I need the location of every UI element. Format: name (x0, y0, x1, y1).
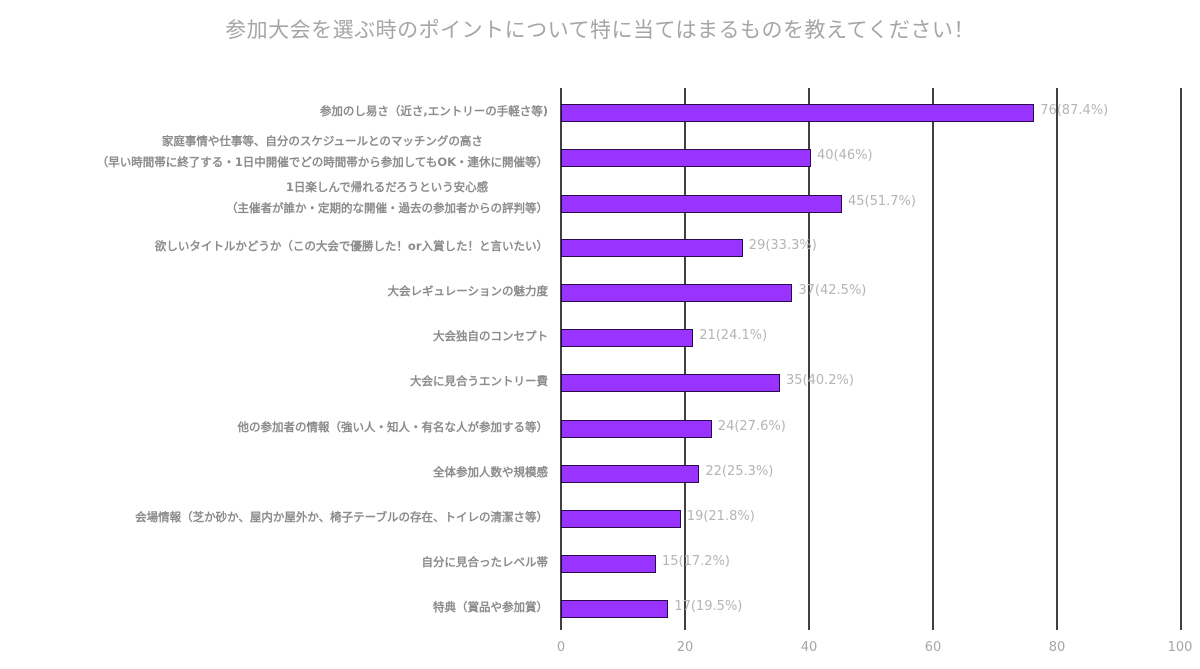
data-label: 40(46%) (817, 148, 873, 163)
category-label: 自分に見合ったレベル帯 (422, 552, 549, 573)
category-label-line1: 欲しいタイトルかどうか（この大会で優勝した！or入賞した！と言いたい） (154, 239, 548, 253)
category-label: 参加のし易さ（近さ,エントリーの手軽さ等) (320, 101, 548, 122)
data-label: 29(33.3%) (748, 238, 817, 253)
category-label-line1: 家庭事情や仕事等、自分のスケジュールとのマッチングの高さ (161, 134, 483, 148)
data-label: 35(40.2%) (786, 373, 854, 388)
gridline-40 (808, 88, 810, 630)
category-label: 家庭事情や仕事等、自分のスケジュールとのマッチングの高さ （早い時間帯に終了する・… (97, 131, 548, 173)
table-row: 1日楽しんで帰れるだろうという安心感 （主催者が誰か・定期的な開催・過去の参加者か… (0, 180, 1200, 224)
bar (561, 465, 700, 483)
table-row: 全体参加人数や規模感 22(25.3%) (0, 450, 1200, 494)
bar (561, 420, 712, 438)
gridline-100 (1180, 88, 1182, 630)
category-label: 欲しいタイトルかどうか（この大会で優勝した！or入賞した！と言いたい） (155, 236, 548, 257)
data-label: 45(51.7%) (848, 194, 916, 209)
x-tick: 40 (800, 640, 818, 655)
category-label-line1: 特典（賞品や参加賞） (433, 600, 548, 614)
category-label: 特典（賞品や参加賞） (433, 597, 548, 618)
bar (561, 149, 811, 167)
x-tick: 20 (676, 640, 694, 655)
bar (561, 284, 793, 302)
gridline-20 (684, 88, 686, 630)
category-label-line1: 1日楽しんで帰れるだろうという安心感 (285, 180, 489, 194)
table-row: 大会レギュレーションの魅力度 37(42.5%) (0, 269, 1200, 313)
x-tick: 60 (924, 640, 942, 655)
x-tick: 80 (1048, 640, 1066, 655)
category-label: 大会レギュレーションの魅力度 (387, 281, 548, 302)
category-label-line2: （主催者が誰か・定期的な開催・過去の参加者からの評判等） (226, 201, 548, 215)
data-label: 17(19.5%) (674, 599, 743, 614)
plot-area (560, 88, 1182, 630)
category-label: 他の参加者の情報（強い人・知人・有名な人が参加する等） (238, 417, 549, 438)
category-label-line1: 大会レギュレーションの魅力度 (387, 284, 548, 298)
category-label: 会場情報（芝か砂か、屋内か屋外か、椅子テーブルの存在、トイレの清潔さ等） (135, 507, 548, 528)
chart-title: 参加大会を選ぶ時のポイントについて特に当てはまるものを教えてください！ (225, 18, 975, 42)
bar (561, 555, 656, 573)
category-label: 大会に見合うエントリー費 (410, 371, 548, 392)
data-label: 19(21.8%) (686, 509, 755, 524)
data-label: 76(87.4%) (1040, 103, 1109, 118)
category-label-line1: 全体参加人数や規模感 (433, 465, 548, 479)
gridline-80 (1056, 88, 1058, 630)
category-label-line1: 大会独自のコンセプト (433, 329, 548, 343)
bar (561, 510, 681, 528)
data-label: 15(17.2%) (662, 554, 730, 569)
category-label-line1: 会場情報（芝か砂か、屋内か屋外か、椅子テーブルの存在、トイレの清潔さ等） (135, 510, 548, 524)
table-row: 家庭事情や仕事等、自分のスケジュールとのマッチングの高さ （早い時間帯に終了する・… (0, 134, 1200, 178)
table-row: 大会独自のコンセプト 21(24.1%) (0, 314, 1200, 358)
data-label: 22(25.3%) (705, 464, 774, 479)
table-row: 大会に見合うエントリー費 35(40.2%) (0, 359, 1200, 403)
bar (561, 600, 669, 618)
category-label-line1: 自分に見合ったレベル帯 (421, 555, 549, 569)
category-label: 全体参加人数や規模感 (433, 462, 548, 483)
category-label-line1: 他の参加者の情報（強い人・知人・有名な人が参加する等） (237, 420, 549, 434)
x-tick: 0 (556, 640, 566, 655)
bar (561, 104, 1035, 122)
category-label: 1日楽しんで帰れるだろうという安心感 （主催者が誰か・定期的な開催・過去の参加者か… (226, 177, 548, 219)
bar (561, 195, 842, 213)
bar (561, 239, 743, 257)
category-label-line1: 大会に見合うエントリー費 (410, 374, 548, 388)
category-label-line1: 参加のし易さ（近さ,エントリーの手軽さ等) (319, 104, 548, 118)
category-label: 大会独自のコンセプト (433, 326, 548, 347)
data-label: 21(24.1%) (699, 328, 768, 343)
table-row: 特典（賞品や参加賞） 17(19.5%) (0, 585, 1200, 629)
category-label-line2: （早い時間帯に終了する・1日中開催でどの時間帯から参加してもOK・連休に開催等） (96, 155, 548, 169)
bar (561, 374, 780, 392)
table-row: 他の参加者の情報（強い人・知人・有名な人が参加する等） 24(27.6%) (0, 405, 1200, 449)
gridline-0 (560, 88, 562, 630)
gridline-60 (932, 88, 934, 630)
data-label: 24(27.6%) (717, 419, 786, 434)
table-row: 会場情報（芝か砂か、屋内か屋外か、椅子テーブルの存在、トイレの清潔さ等） 19(2… (0, 495, 1200, 539)
table-row: 参加のし易さ（近さ,エントリーの手軽さ等) 76(87.4%) (0, 89, 1200, 133)
table-row: 自分に見合ったレベル帯 15(17.2%) (0, 540, 1200, 584)
bar (561, 329, 694, 347)
table-row: 欲しいタイトルかどうか（この大会で優勝した！or入賞した！と言いたい） 29(33… (0, 224, 1200, 268)
data-label: 37(42.5%) (798, 283, 867, 298)
x-tick: 100 (1167, 640, 1193, 655)
